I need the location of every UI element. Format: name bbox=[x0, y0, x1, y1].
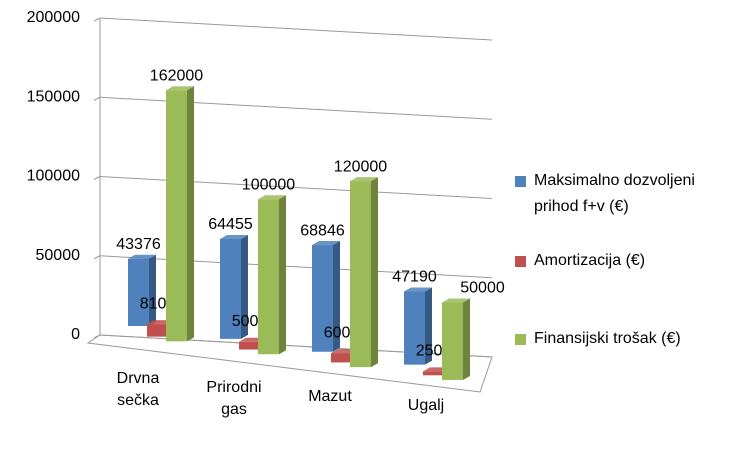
y-tick bbox=[93, 17, 101, 22]
bar bbox=[220, 238, 241, 339]
bar-top bbox=[220, 234, 248, 239]
bar-side bbox=[425, 287, 432, 365]
y-tick-label: 100000 bbox=[27, 168, 80, 185]
y-tick-label: 0 bbox=[71, 326, 80, 343]
legend-label: Amortizacija (€) bbox=[534, 252, 646, 269]
bar-top bbox=[312, 241, 340, 246]
data-label: 162000 bbox=[150, 67, 203, 84]
data-label: 43376 bbox=[116, 236, 161, 253]
legend-swatch bbox=[515, 334, 526, 345]
bar-side bbox=[187, 86, 194, 342]
bar-side bbox=[371, 177, 378, 368]
legend-swatch bbox=[515, 256, 526, 267]
data-label: 64455 bbox=[208, 216, 253, 233]
grid-line bbox=[99, 176, 493, 199]
bar bbox=[331, 353, 352, 363]
bar bbox=[312, 245, 333, 352]
x-tick-label: Ugalj bbox=[407, 397, 445, 414]
y-tick bbox=[93, 334, 101, 339]
bar bbox=[423, 371, 444, 376]
grid-line bbox=[99, 255, 493, 279]
bar bbox=[404, 291, 425, 365]
grid-line bbox=[99, 17, 493, 41]
bar-side bbox=[149, 254, 156, 326]
data-label: 47190 bbox=[392, 269, 437, 286]
y-tick bbox=[93, 176, 101, 180]
x-tick-label: Prirodni gas bbox=[206, 379, 262, 418]
y-tick bbox=[93, 96, 101, 101]
data-label: 120000 bbox=[334, 158, 387, 175]
data-label: 100000 bbox=[242, 176, 295, 193]
bar-side bbox=[279, 195, 286, 355]
x-tick-label: Drvna sečka bbox=[116, 370, 160, 409]
bar-top bbox=[442, 298, 470, 303]
bar-side bbox=[333, 241, 340, 352]
bar-top bbox=[166, 86, 194, 91]
data-label: 68846 bbox=[300, 222, 345, 239]
bar bbox=[239, 341, 260, 350]
bar bbox=[166, 90, 187, 342]
data-label: 50000 bbox=[460, 280, 505, 297]
bar-top bbox=[258, 195, 286, 200]
bar-top bbox=[350, 177, 378, 182]
y-tick-label: 150000 bbox=[27, 88, 80, 105]
bar bbox=[258, 199, 279, 355]
x-tick-label: Mazut bbox=[308, 388, 352, 405]
bar-top bbox=[128, 254, 156, 259]
bar bbox=[128, 258, 149, 326]
legend-swatch bbox=[515, 176, 526, 187]
bar bbox=[442, 302, 463, 380]
y-tick bbox=[93, 255, 101, 260]
y-tick-label: 200000 bbox=[27, 9, 80, 26]
bar bbox=[147, 324, 168, 337]
grid-line bbox=[99, 96, 493, 120]
bar bbox=[350, 181, 371, 368]
legend-label: Maksimalno dozvoljeni prihod f+v (€) bbox=[534, 172, 695, 215]
legend-label: Finansijski trošak (€) bbox=[534, 330, 681, 347]
bar-side bbox=[463, 298, 470, 380]
bar-side bbox=[241, 234, 248, 339]
y-tick-label: 50000 bbox=[36, 247, 81, 264]
bar-top bbox=[404, 287, 432, 292]
